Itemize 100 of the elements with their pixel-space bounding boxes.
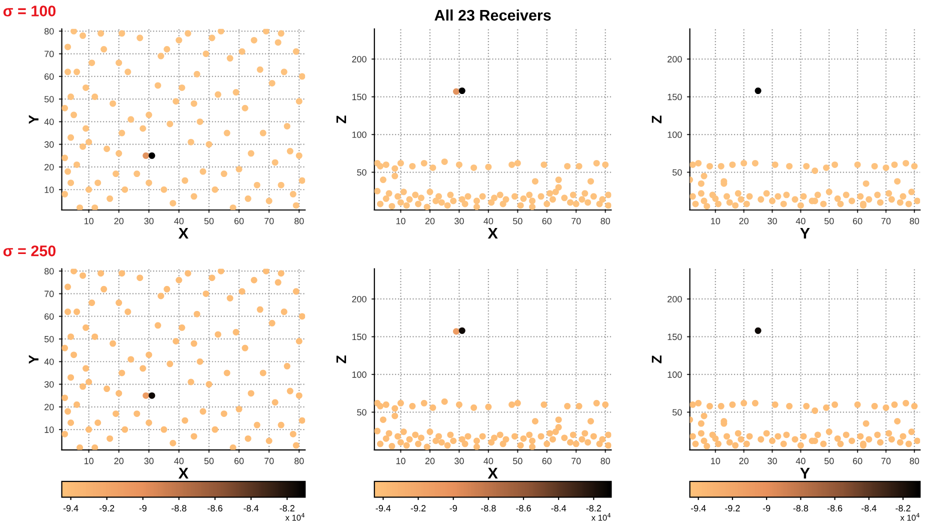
y-axis-title: Z [336,356,346,364]
color-bar-label: -8.8 [793,505,808,512]
color-bar-label: -9 [139,505,146,512]
x-tick-label: 40 [796,218,806,224]
y-tick-label: 200 [352,56,366,62]
x-tick-label: 20 [739,218,749,224]
y-axis-title: Y [28,354,38,364]
color-bar-label: -9.2 [410,505,426,512]
x-tick-label: 10 [84,458,94,464]
x-tick-label: 40 [484,458,494,464]
x-tick-label: 40 [174,218,184,224]
x-axis-title: X [178,228,188,239]
color-bar-label: -9.4 [376,505,391,512]
x-tick-label: 30 [454,218,464,224]
x-axis-title: X [178,468,188,478]
x-tick-label: 60 [234,218,244,224]
x-tick-label: 20 [739,458,749,464]
x-tick-label: 80 [294,218,304,224]
y-tick-label: 70 [44,290,54,298]
x-axis-title: Y [800,228,810,239]
y-tick-label: 100 [668,132,682,138]
x-axis-title: Y [800,468,810,478]
chart-title: All 23 Receivers [434,9,551,21]
chart-subtitle: σ = 250 [3,246,56,256]
y-tick-label: 50 [44,96,54,102]
color-bar-label: -8.6 [208,505,222,512]
x-tick-label: 10 [84,218,94,224]
x-tick-label: 50 [824,218,834,224]
x-tick-label: 50 [204,218,214,224]
color-bar-label: -8.4 [244,505,259,512]
y-tick-label: 50 [357,169,366,176]
y-tick-label: 100 [352,371,366,378]
y-tick-label: 80 [44,28,54,34]
y-tick-label: 10 [44,426,54,433]
y-tick-label: 70 [44,50,54,58]
color-bar-label: -9 [762,505,770,512]
color-bar-label: -9.2 [99,505,114,512]
y-tick-label: 60 [44,73,54,80]
y-axis-title: Z [652,356,662,364]
x-tick-label: 10 [711,458,720,464]
x-tick-label: 10 [396,218,406,224]
x-tick-label: 80 [910,458,920,464]
color-bar-label: -8.2 [280,505,294,512]
y-tick-label: 20 [44,404,54,410]
x-tick-label: 10 [396,458,406,464]
y-tick-label: 200 [352,296,366,302]
x-axis-title: X [488,468,498,478]
text: x 10$^{4}$ [591,513,611,521]
x-tick-label: 10 [711,218,720,224]
color-bar-label: -8.4 [862,505,876,512]
color-bar-label: -8.6 [827,505,842,512]
y-axis-title: Y [28,115,38,124]
x-tick-label: 40 [796,458,806,464]
color-bar-label: -8.6 [516,505,531,512]
y-tick-label: 30 [44,381,54,388]
x-tick-label: 50 [204,458,214,464]
x-tick-label: 60 [234,458,244,464]
color-bar-label: -8.2 [586,505,601,512]
color-bar-label: -8.4 [551,505,566,512]
x-tick-label: 50 [824,458,834,464]
y-tick-label: 80 [44,268,54,274]
y-tick-label: 40 [44,358,54,365]
x-tick-label: 70 [572,458,581,464]
x-axis-title: X [488,228,498,239]
y-tick-label: 10 [44,186,54,193]
y-tick-label: 200 [668,296,682,302]
y-tick-label: 40 [44,118,54,126]
y-tick-label: 150 [352,334,366,340]
x-tick-label: 40 [484,218,494,224]
x-tick-label: 80 [600,218,610,224]
y-tick-label: 150 [352,94,366,100]
x-tick-label: 80 [294,458,304,464]
color-bar-label: -8.8 [172,505,186,512]
x-tick-label: 60 [542,218,552,224]
text: x 10$^{4}$ [900,513,920,521]
y-tick-label: 50 [357,409,366,416]
y-tick-label: 100 [352,132,366,138]
y-tick-label: 100 [668,371,682,378]
y-tick-label: 50 [672,409,682,416]
x-tick-label: 80 [910,218,920,224]
x-tick-label: 60 [542,458,552,464]
y-tick-label: 30 [44,141,54,148]
text: x 10$^{4}$ [285,513,305,521]
color-bar-label: -9.4 [63,505,78,512]
x-tick-label: 20 [425,218,435,224]
y-tick-label: 60 [44,313,54,320]
x-tick-label: 40 [174,458,184,464]
x-tick-label: 50 [512,218,522,224]
x-tick-label: 30 [768,218,777,224]
color-bar-label: -9.4 [690,505,706,512]
x-tick-label: 70 [881,218,891,224]
x-tick-label: 50 [512,458,522,464]
y-tick-label: 150 [668,94,682,100]
y-axis-title: Z [336,116,346,124]
y-tick-label: 150 [668,334,682,340]
color-bar-label: -9 [450,505,457,512]
y-axis-title: Z [652,116,662,124]
x-tick-label: 70 [572,218,581,224]
x-tick-label: 80 [600,458,610,464]
x-tick-label: 30 [144,218,154,224]
